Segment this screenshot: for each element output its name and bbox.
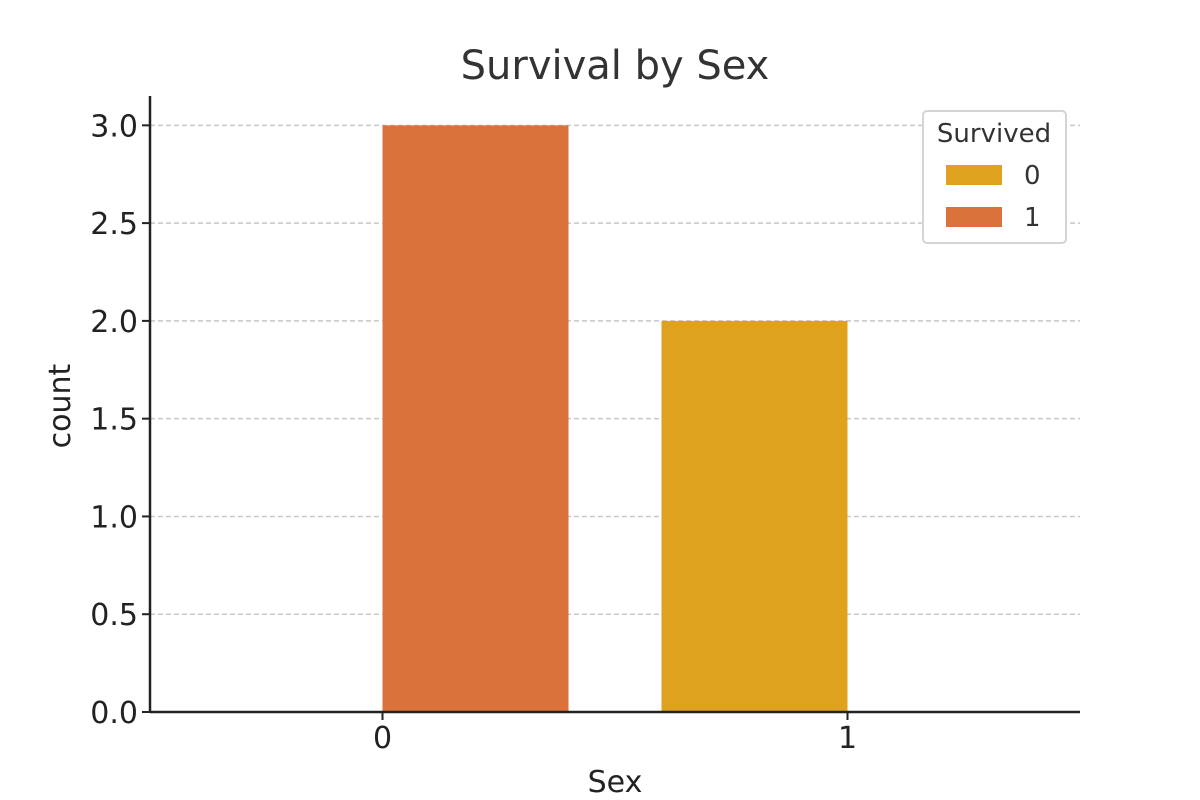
bars: [382, 125, 848, 713]
legend-entries: 01: [946, 161, 1041, 233]
bar-sex-0-survived-1: [382, 125, 569, 713]
y-tick-label: 0.5: [90, 598, 138, 633]
y-tick-label: 2.5: [90, 207, 138, 242]
legend-swatch: [946, 165, 1002, 185]
y-tick-label: 0.0: [90, 696, 138, 731]
x-tick-label: 1: [838, 721, 857, 756]
y-tick-label: 1.5: [90, 403, 138, 438]
bar-sex-1-survived-0: [661, 320, 848, 712]
legend-swatch: [946, 207, 1002, 227]
legend-title: Survived: [937, 119, 1051, 149]
y-tick-label: 2.0: [90, 305, 138, 340]
y-tick-label: 3.0: [90, 109, 138, 144]
legend: Survived 01: [922, 110, 1067, 244]
y-tick-label: 1.0: [90, 500, 138, 535]
y-axis-label: count: [43, 363, 78, 448]
axes: [142, 96, 1080, 720]
legend-label: 0: [1024, 161, 1041, 191]
tick-labels: 0.0 0.5 1.0 1.5 2.0 2.5 3.0 0 1: [90, 109, 857, 756]
grid-lines: [150, 124, 1080, 615]
legend-label: 1: [1024, 203, 1041, 233]
chart-title: Survival by Sex: [461, 43, 770, 89]
x-axis-label: Sex: [588, 765, 643, 800]
x-tick-label: 0: [373, 721, 392, 756]
